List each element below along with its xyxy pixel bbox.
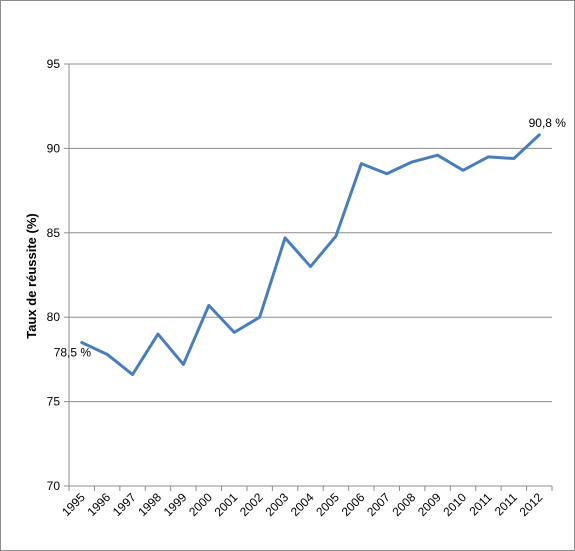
x-tick-label: 2002 <box>237 490 266 519</box>
x-tick-label: 1997 <box>110 490 139 519</box>
y-tick-label: 90 <box>47 141 61 155</box>
y-tick-label: 80 <box>47 310 61 324</box>
series-line <box>80 133 541 377</box>
gridlines <box>69 63 552 403</box>
data-label: 90,8 % <box>529 116 567 130</box>
x-tick-label: 2005 <box>313 490 342 519</box>
y-tick-label: 70 <box>47 479 61 493</box>
x-tick-label: 1998 <box>135 490 164 519</box>
x-tick-label: 2011 <box>492 490 520 518</box>
series-lines <box>80 133 541 377</box>
x-tick-label: 1995 <box>59 490 88 519</box>
x-tick-label: 2006 <box>339 490 368 519</box>
x-tick-label: 1999 <box>161 490 190 519</box>
x-axis-ticks: 1995199619971998199920002001200220032004… <box>59 486 553 519</box>
x-tick-label: 2009 <box>415 490 444 519</box>
y-tick-label: 75 <box>47 395 61 409</box>
x-tick-label: 2010 <box>440 490 469 519</box>
x-tick-label: 1996 <box>84 490 113 519</box>
x-tick-label: 2003 <box>262 490 291 519</box>
x-tick-label: 2008 <box>390 490 419 519</box>
x-tick-label: 2001 <box>212 490 241 519</box>
x-tick-label: 2012 <box>517 490 546 519</box>
y-tick-label: 85 <box>47 226 61 240</box>
y-axis-ticks: 70 75 80 85 90 95 <box>47 57 69 493</box>
y-axis-label: Taux de réussite (%) <box>24 213 39 338</box>
x-tick-label: 2000 <box>186 490 215 519</box>
data-labels: 78,5 % 90,8 % <box>54 116 567 360</box>
y-tick-label: 95 <box>47 57 61 71</box>
x-tick-label: 2004 <box>288 490 317 519</box>
data-label: 78,5 % <box>54 346 92 360</box>
x-tick-label: 2011 <box>466 490 494 518</box>
x-tick-label: 2007 <box>364 490 393 519</box>
axes <box>68 64 552 487</box>
